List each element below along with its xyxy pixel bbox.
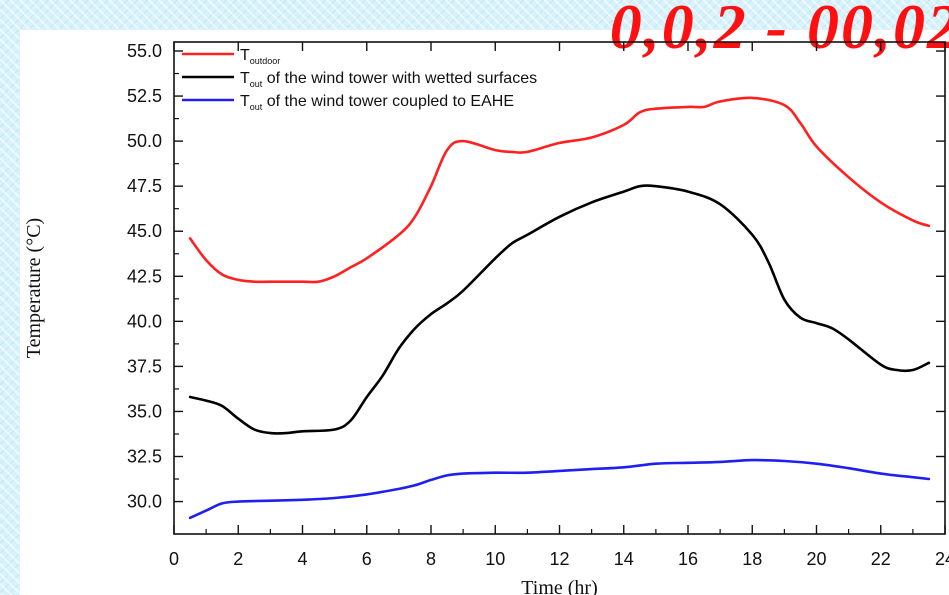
line-chart: 30.0 32.5 35.0 37.5 40.0 42.5 45.0 47.5 50.0 52.5… — [23, 41, 949, 595]
x-tick-label-10: 20 — [806, 549, 826, 569]
x-axis-title: Time (hr) — [521, 577, 597, 595]
x-tick-label-3: 6 — [362, 549, 372, 569]
series-wetted-line — [188, 184, 931, 435]
series-outdoor-line — [188, 96, 931, 284]
y-tick-label-9: 52.5 — [127, 86, 162, 106]
y-tick-label-6: 45.0 — [127, 221, 162, 241]
x-tick-label-4: 8 — [426, 549, 436, 569]
x-tick-label-5: 10 — [485, 549, 505, 569]
plot-frame — [173, 41, 946, 535]
x-tick-label-0: 0 — [169, 549, 179, 569]
x-tick-label-1: 2 — [233, 549, 243, 569]
y-axis-title: Temperature (°C) — [23, 218, 45, 358]
y-tick-label-2: 35.0 — [127, 401, 162, 421]
x-tick-label-2: 4 — [297, 549, 307, 569]
y-tick-label-1: 32.5 — [127, 447, 162, 467]
x-tick-label-12: 24 — [935, 549, 949, 569]
legend-entry-2: Tout of the wind tower coupled to EAHE — [240, 93, 514, 112]
legend-entry-1: Tout of the wind tower with wetted surfa… — [240, 70, 537, 89]
x-tick-label-9: 18 — [742, 549, 762, 569]
x-tick-label-7: 14 — [614, 549, 634, 569]
x-tick-label-8: 16 — [678, 549, 698, 569]
chart-panel: 0,0,2 - 00,02 30.0 32.5 35.0 37.5 40.0 42.5 45… — [20, 0, 949, 595]
y-tick-label-4: 40.0 — [127, 311, 162, 331]
y-tick-label-7: 47.5 — [127, 176, 162, 196]
y-tick-label-0: 30.0 — [127, 492, 162, 512]
y-tick-label-8: 50.0 — [127, 131, 162, 151]
x-tick-label-11: 22 — [871, 549, 891, 569]
y-tick-label-5: 42.5 — [127, 266, 162, 286]
y-tick-label-3: 37.5 — [127, 356, 162, 376]
y-tick-label-10: 55.0 — [127, 41, 162, 61]
corner-overlay-text: 0,0,2 - 00,02 — [609, 0, 949, 62]
series-eahe-line — [188, 458, 931, 520]
legend-entry-0: Toutdoor — [240, 47, 280, 66]
x-tick-label-6: 12 — [549, 549, 569, 569]
